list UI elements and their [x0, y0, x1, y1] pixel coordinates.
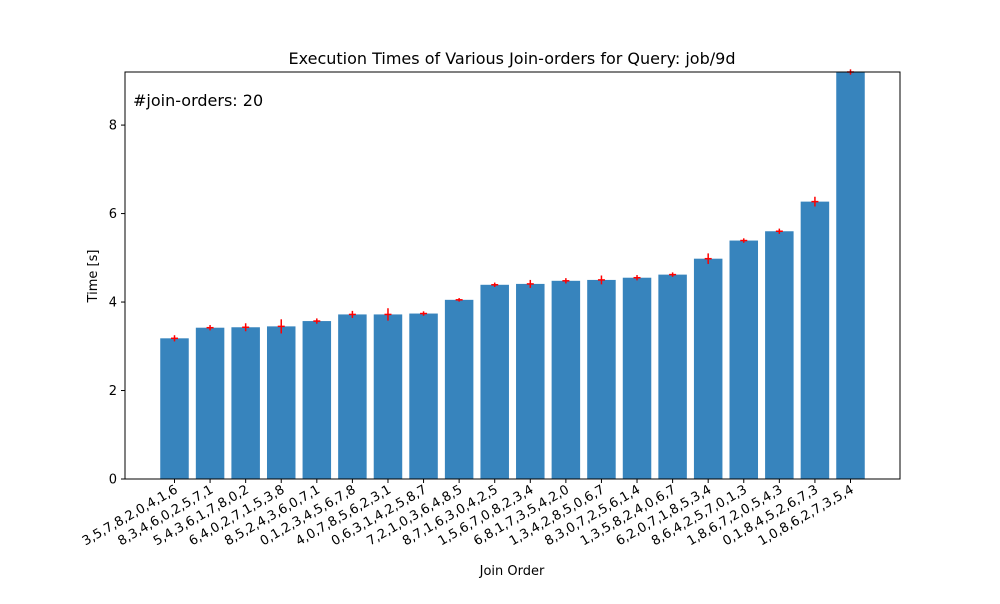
y-axis: 0 2 4 6 8 — [109, 119, 125, 488]
bar — [729, 240, 759, 479]
x-axis: 3,5,7,8,2,0,4,1,68,3,4,6,0,2,5,7,15,4,3,… — [80, 479, 857, 549]
bars-group — [160, 72, 865, 479]
bar — [266, 326, 296, 479]
bar — [302, 321, 332, 479]
bar — [693, 258, 723, 479]
y-tick-label: 8 — [109, 119, 117, 134]
bar — [409, 313, 438, 479]
x-axis-label: Join Order — [479, 564, 545, 579]
bar — [658, 274, 687, 479]
error-bars-group — [171, 69, 854, 342]
y-tick-label: 4 — [109, 296, 117, 311]
bar — [800, 201, 830, 479]
bar — [587, 279, 616, 479]
bar — [160, 338, 189, 479]
bar — [444, 299, 474, 479]
bar — [516, 283, 545, 479]
join-orders-annotation: #join-orders: 20 — [133, 91, 263, 110]
y-tick-label: 2 — [109, 384, 117, 399]
y-axis-label: Time [s] — [86, 250, 101, 304]
bar — [765, 231, 794, 479]
bar — [373, 314, 403, 479]
bar — [480, 284, 509, 479]
y-tick-label: 6 — [109, 207, 117, 222]
bar — [551, 280, 581, 479]
bar — [836, 72, 865, 479]
bar — [195, 327, 225, 479]
chart-title: Execution Times of Various Join-orders f… — [289, 49, 736, 68]
y-tick-label: 0 — [109, 473, 117, 488]
plot-frame — [124, 71, 901, 480]
bar — [622, 277, 652, 479]
bar — [338, 314, 367, 479]
bar — [231, 327, 260, 479]
